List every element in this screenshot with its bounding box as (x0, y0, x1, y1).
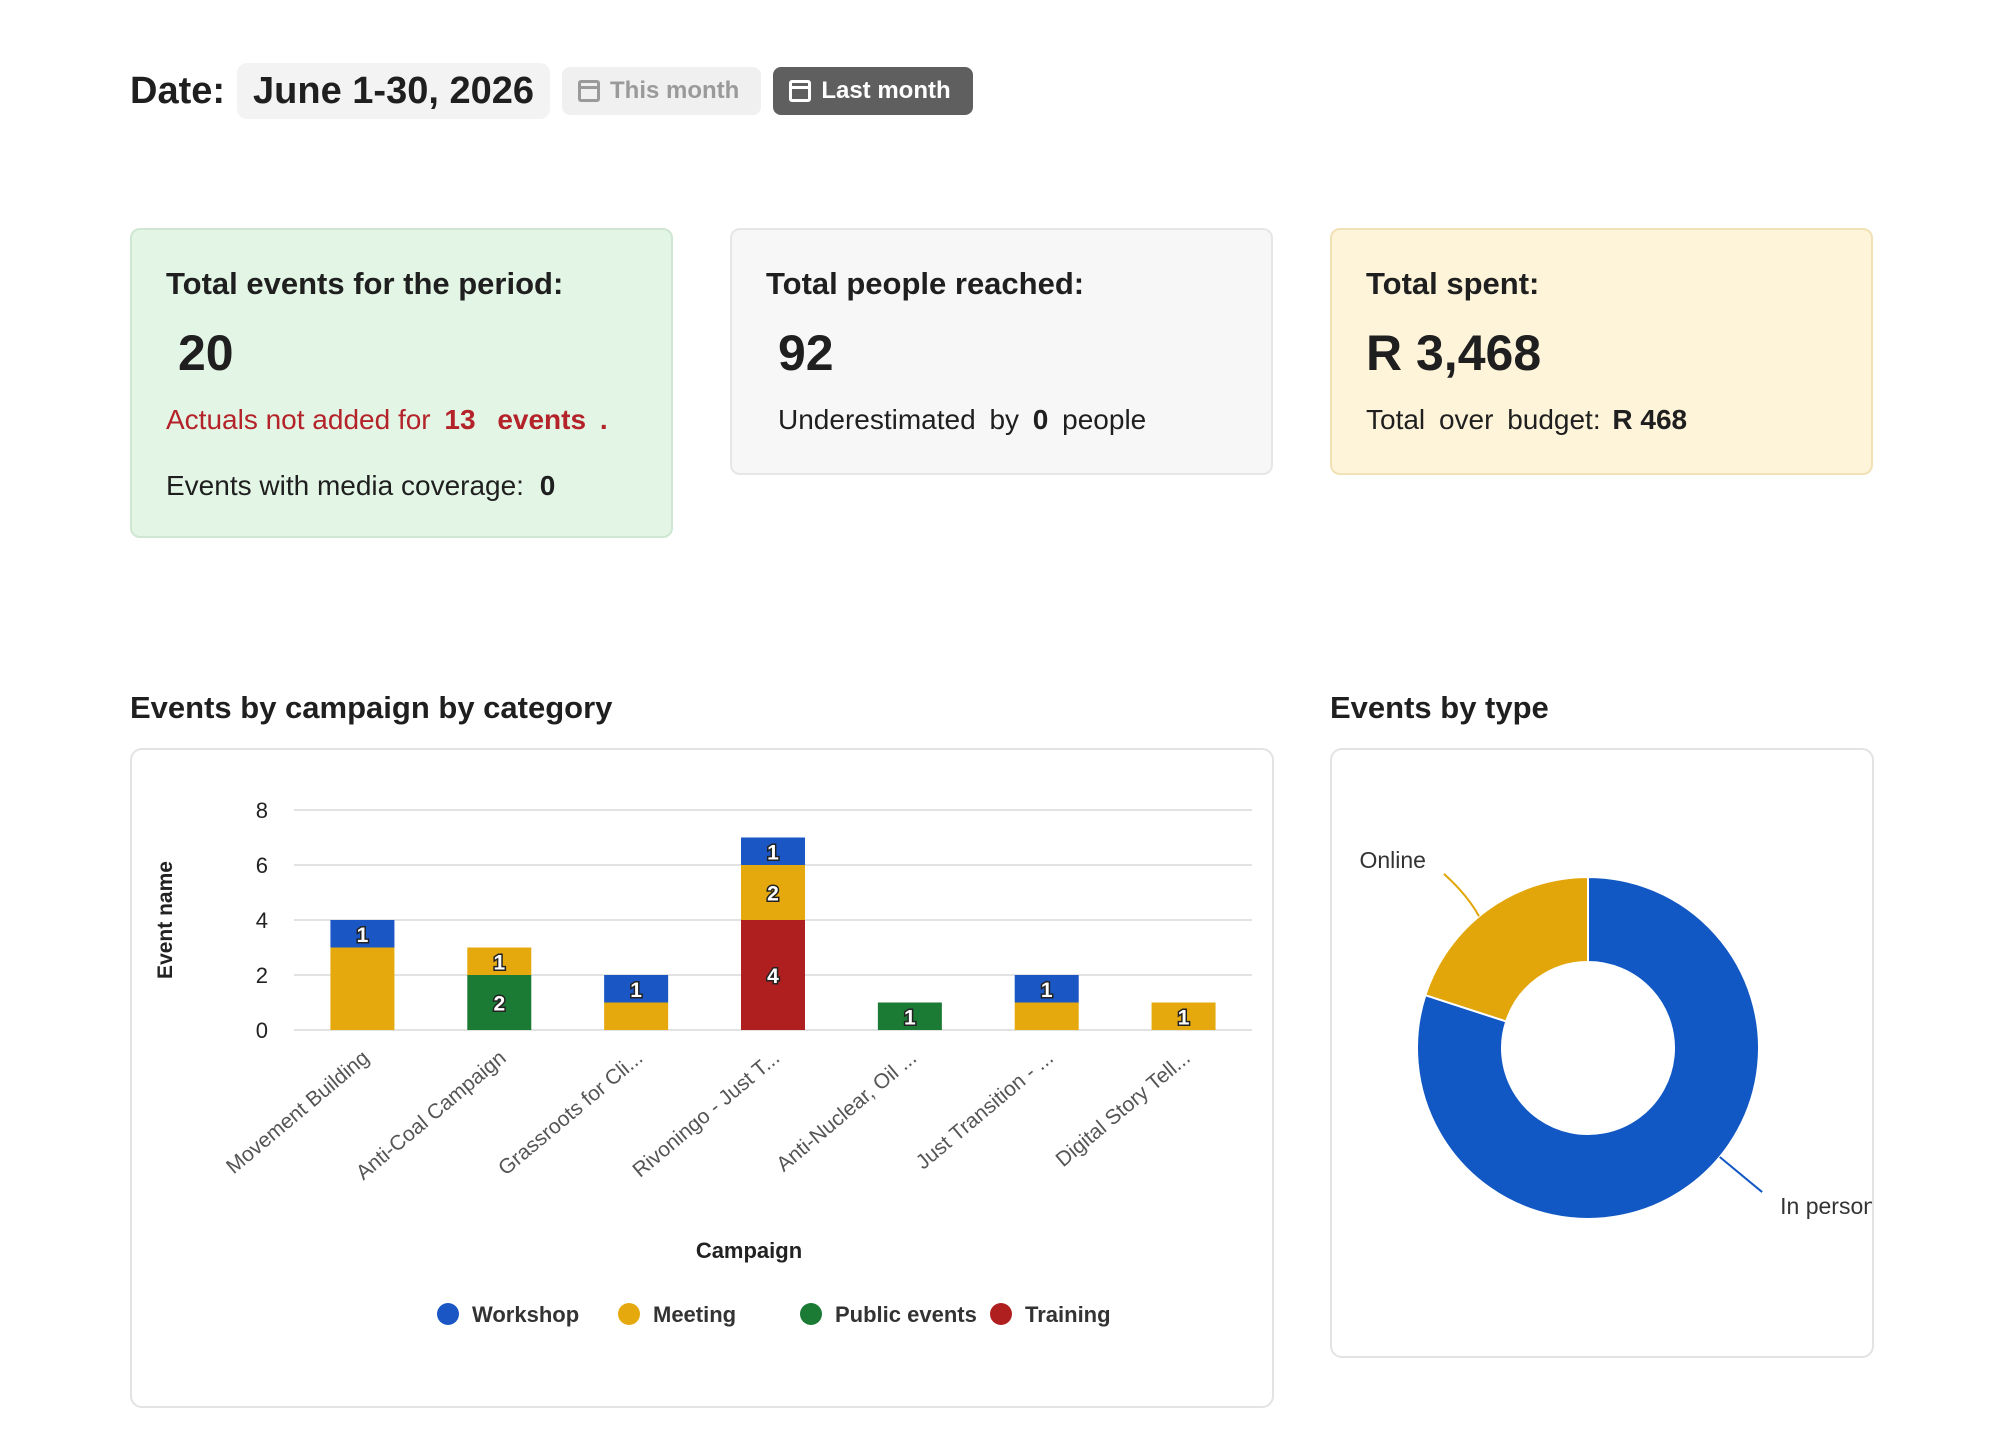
calendar-icon (789, 80, 812, 102)
pie-chart-title: Events by type (1330, 690, 1549, 725)
donut-leader-line (1443, 873, 1480, 917)
x-axis-label: Campaign (696, 1238, 802, 1263)
x-tick-label: Anti-Coal Campaign (352, 1046, 511, 1184)
x-tick-label: Movement Building (222, 1046, 374, 1178)
bar-segment (1014, 975, 1079, 1003)
people-reached-value: 92 (778, 325, 834, 381)
actuals-period: . (599, 404, 608, 435)
bar-segment (467, 947, 532, 975)
media-coverage-value: 0 (539, 470, 556, 501)
bar-chart: 0 2 4 6 8 Event name 1 Movement Building 2 1 Anti-… (154, 798, 1252, 1327)
total-spent-card: Total spent: R 3,468 Total over budget: … (1330, 228, 1873, 475)
media-coverage-text: Events with media coverage: 0 (166, 470, 637, 502)
bar-value-label: 1 (493, 951, 505, 974)
actuals-suffix[interactable]: events (497, 404, 587, 435)
over-budget-label: Total (1366, 404, 1426, 435)
underestimated-suffix: people (1062, 404, 1147, 435)
over-budget-value: R 468 (1612, 404, 1688, 435)
total-events-card: Total events for the period: 20 Actuals … (130, 228, 673, 538)
calendar-icon (578, 80, 600, 102)
over-budget-label-2: over (1438, 404, 1494, 435)
bar-segment (604, 1002, 669, 1030)
x-tick-label: Digital Story Tell... (1052, 1046, 1195, 1171)
bar-segment (467, 975, 532, 1030)
underestimated-label: Underestimated (778, 404, 976, 435)
this-month-button[interactable]: This month (562, 67, 762, 115)
last-month-button[interactable]: Last month (773, 67, 973, 115)
people-reached-title: Total people reached: (766, 266, 1085, 301)
x-tick-label: Grassroots for Cli... (494, 1046, 647, 1180)
legend-label: Workshop (472, 1302, 579, 1327)
total-events-value: 20 (178, 325, 234, 381)
x-tick-label: Anti-Nuclear, Oil ... (772, 1046, 921, 1176)
legend-swatch (437, 1303, 459, 1325)
pie-chart-panel: In person Online (1330, 748, 1876, 1358)
total-spent-title: Total spent: (1366, 266, 1540, 301)
bar-value-label: 1 (1041, 979, 1053, 1002)
legend-swatch (990, 1303, 1012, 1325)
actuals-prefix: Actuals not added for (166, 404, 431, 435)
y-tick-label: 6 (256, 853, 268, 878)
bar-value-label: 2 (493, 993, 505, 1016)
x-tick-label: Just Transition - ... (912, 1046, 1058, 1174)
date-range-value[interactable]: June 1-30, 2026 (237, 63, 550, 119)
bar-chart-panel: 0 2 4 6 8 Event name 1 Movement Building 2 1 Anti-… (130, 748, 1274, 1408)
underestimated-text: Underestimated by 0 people (778, 404, 1237, 436)
this-month-label: This month (610, 77, 740, 104)
legend-label: Meeting (653, 1302, 736, 1327)
over-budget-label-3: budget: (1507, 404, 1601, 435)
total-spent-value: R 3,468 (1366, 325, 1542, 381)
donut-chart: In person Online (1359, 847, 1876, 1220)
donut-slice (1424, 875, 1589, 1023)
legend-swatch (800, 1303, 822, 1325)
bar-segment (741, 920, 805, 1030)
y-tick-label: 2 (256, 963, 268, 988)
donut-label: Online (1359, 847, 1425, 873)
y-tick-label: 0 (256, 1018, 268, 1043)
bar-value-label: 1 (904, 1006, 916, 1029)
bar-segment (741, 865, 805, 920)
bar-chart-title: Events by campaign by category (130, 690, 613, 725)
donut-label: In person (1780, 1193, 1872, 1219)
bar-segment (741, 837, 805, 865)
bar-value-label: 1 (1178, 1006, 1190, 1029)
actuals-missing-text: Actuals not added for 13 events . (166, 404, 637, 436)
last-month-label: Last month (821, 77, 951, 104)
bar-segment (1014, 1002, 1079, 1030)
donut-leader-line (1719, 1156, 1763, 1193)
bar-value-label: 4 (767, 965, 779, 988)
underestimated-by: by (989, 404, 1020, 435)
bar-value-label: 1 (357, 924, 369, 947)
bar-segment (330, 947, 395, 1030)
y-tick-label: 8 (256, 798, 268, 823)
bar-value-label: 1 (767, 841, 779, 864)
bar-segment (1151, 1002, 1216, 1030)
bar-value-label: 2 (767, 883, 779, 906)
legend-swatch (618, 1303, 640, 1325)
bar-segment (877, 1002, 942, 1030)
media-coverage-label: Events with media coverage: (166, 470, 524, 501)
donut-slice (1416, 875, 1760, 1220)
date-filter-bar: Date: June 1-30, 2026 This month Last mo… (130, 62, 973, 120)
bar-segment (330, 920, 395, 948)
over-budget-text: Total over budget: R 468 (1366, 404, 1837, 436)
y-tick-label: 4 (256, 908, 268, 933)
bar-segment (604, 975, 669, 1003)
legend-label: Training (1025, 1302, 1111, 1327)
x-tick-label: Rivoningo - Just T... (628, 1046, 784, 1182)
people-reached-card: Total people reached: 92 Underestimated … (730, 228, 1273, 475)
bar-value-label: 1 (630, 979, 642, 1002)
total-events-title: Total events for the period: (166, 266, 564, 301)
date-label: Date: (130, 69, 226, 112)
underestimated-value: 0 (1032, 404, 1049, 435)
actuals-count[interactable]: 13 (444, 404, 476, 435)
y-axis-label: Event name (154, 861, 177, 979)
legend-label: Public events (835, 1302, 977, 1327)
